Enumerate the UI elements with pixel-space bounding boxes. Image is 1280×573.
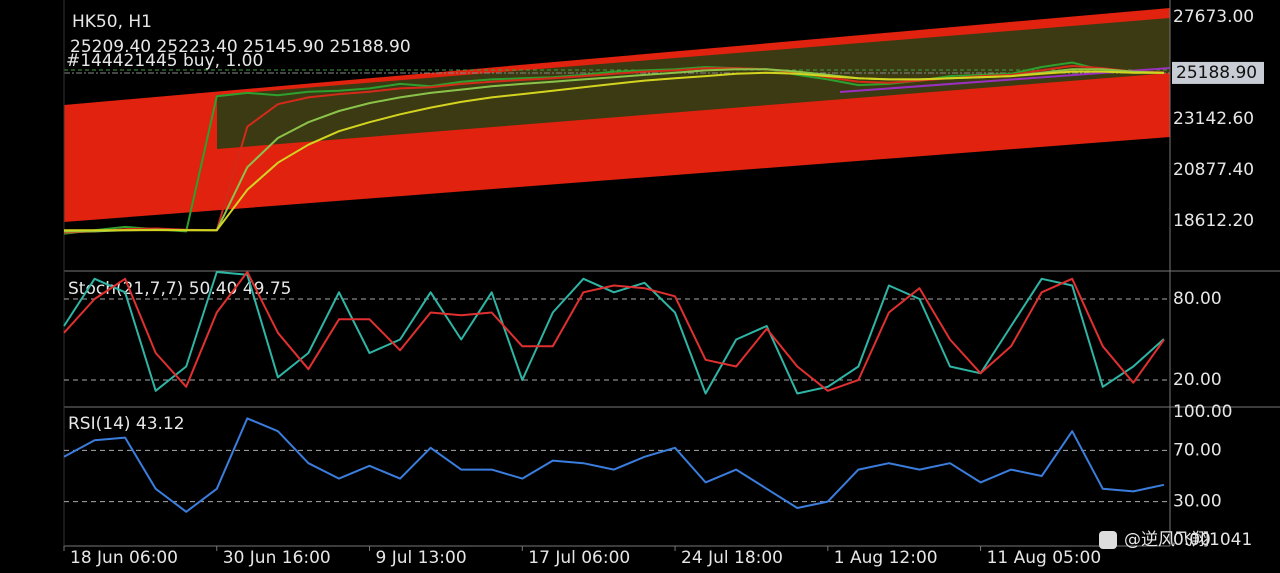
stoch-title: Stoch(21,7,7) 50.40 49.75 <box>68 279 291 299</box>
x-tick-label: 17 Jul 06:00 <box>528 548 630 568</box>
y-tick-label: 20.00 <box>1173 370 1222 390</box>
y-tick-label: 18612.20 <box>1173 211 1254 231</box>
series-line <box>63 417 1165 513</box>
watermark-icon <box>1099 531 1117 549</box>
x-tick-label: 24 Jul 18:00 <box>681 548 783 568</box>
y-tick-label: 23142.60 <box>1173 109 1254 129</box>
watermark: @逆风飞翔1041 <box>1124 530 1252 550</box>
series-line <box>63 64 1164 234</box>
symbol-title: HK50, H1 <box>72 12 152 32</box>
position-label: #144421445 buy, 1.00 <box>66 51 263 71</box>
price-label: 25188.90 <box>1176 63 1257 83</box>
y-tick-label: 70.00 <box>1173 440 1222 460</box>
rsi-title: RSI(14) 43.12 <box>68 414 185 434</box>
price-box <box>1172 61 1264 84</box>
y-tick-label: 0.00 <box>1173 530 1211 550</box>
x-tick-label: 18 Jun 06:00 <box>70 548 178 568</box>
x-tick-label: 1 Aug 12:00 <box>834 548 938 568</box>
y-tick-label: 27673.00 <box>1173 7 1254 27</box>
inner-channel <box>217 18 1170 149</box>
y-tick-label: 30.00 <box>1173 492 1222 512</box>
x-tick-label: 9 Jul 13:00 <box>376 548 467 568</box>
series-line <box>64 70 1164 232</box>
x-tick-label: 11 Aug 05:00 <box>987 548 1102 568</box>
series-line <box>63 271 1165 392</box>
x-tick-label: 30 Jun 16:00 <box>223 548 331 568</box>
y-tick-label: 20877.40 <box>1173 160 1254 180</box>
series-line <box>63 61 1164 235</box>
y-tick-label: 80.00 <box>1173 289 1222 309</box>
ohlc-values: 25209.40 25223.40 25145.90 25188.90 <box>70 37 411 57</box>
y-tick-label: 100.00 <box>1173 402 1232 422</box>
